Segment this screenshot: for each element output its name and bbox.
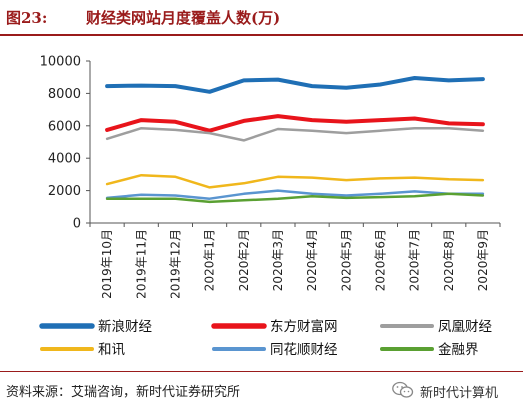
title-rule: [0, 34, 523, 36]
legend-label: 新浪财经: [98, 319, 152, 335]
y-tick-label: 2000: [48, 184, 81, 199]
x-tick-label: 2020年7月: [408, 229, 422, 291]
y-tick-label: 0: [73, 217, 81, 232]
x-tick-label: 2019年12月: [168, 229, 182, 299]
series-line-凤凰财经: [105, 126, 485, 142]
x-tick-labels: 2019年10月 2019年11月 2019年12月 2020年1月 2020年2月 20…: [100, 229, 490, 299]
x-tick-label: 2020年4月: [305, 229, 319, 291]
legend-label: 凤凰财经: [438, 319, 492, 335]
figure-number: 图23:: [6, 9, 48, 27]
source-note: 资料来源：艾瑞咨询，新时代证券研究所: [6, 385, 241, 400]
x-tick-label: 2020年5月: [339, 229, 353, 291]
footer-rule: [0, 371, 523, 372]
x-tick-label: 2020年3月: [271, 229, 285, 291]
x-tick-label: 2020年8月: [442, 229, 456, 291]
figure-title: 财经类网站月度覆盖人数(万): [86, 9, 281, 27]
chart-axes: 0 2000 4000 6000 8000 10000: [40, 55, 501, 232]
x-tick-label: 2020年9月: [476, 229, 490, 291]
figure-title-bar: 图23: 财经类网站月度覆盖人数(万): [0, 0, 523, 36]
series-line-东方财富网: [105, 114, 485, 133]
y-tick-label: 10000: [40, 55, 81, 70]
series-line-新浪财经: [105, 76, 485, 94]
chart-series-lines: [105, 76, 485, 204]
x-tick-label: 2020年6月: [373, 229, 387, 291]
series-line-和讯: [105, 173, 485, 189]
y-tick-label: 4000: [48, 152, 81, 167]
x-tick-label: 2020年1月: [203, 229, 217, 291]
x-tick-label: 2020年2月: [237, 229, 251, 291]
legend-label: 金融界: [438, 342, 479, 358]
x-tick-label: 2019年11月: [134, 229, 148, 299]
series-line-金融界: [105, 192, 485, 204]
x-tick-label: 2019年10月: [100, 229, 114, 299]
legend-label: 同花顺财经: [270, 342, 338, 358]
series-line-同花顺财经: [105, 189, 485, 200]
y-tick-label: 8000: [48, 87, 81, 102]
wechat-icon: [392, 381, 414, 398]
legend-label: 和讯: [98, 342, 125, 358]
y-tick-label: 6000: [48, 119, 81, 134]
legend-label: 东方财富网: [270, 318, 338, 335]
watermark-text: 新时代计算机: [420, 386, 499, 401]
